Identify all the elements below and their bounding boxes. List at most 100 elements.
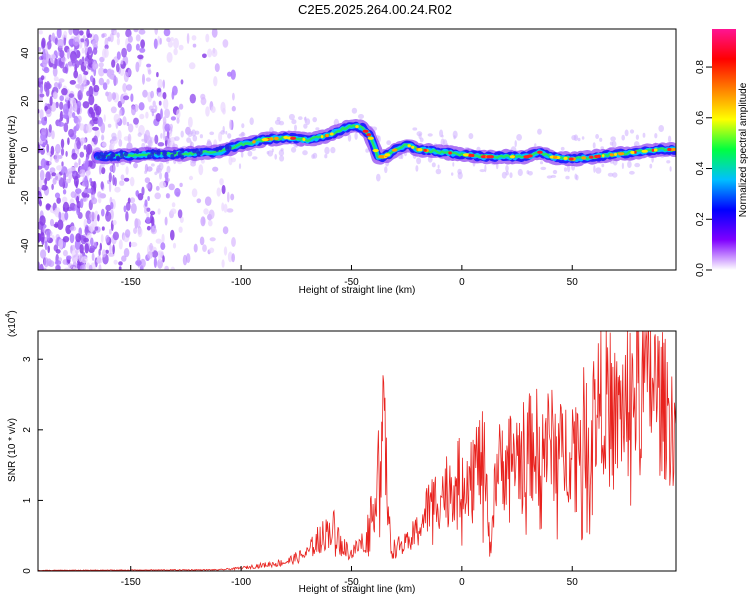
spectrogram-noise-cell (103, 68, 108, 74)
spectrogram-noise-cell (116, 37, 120, 46)
spectrogram-noise-cell (108, 182, 112, 193)
spectrogram-noise-cell (157, 79, 163, 89)
spectrogram-noise-cell (109, 244, 112, 255)
snr-panel: -150 -100 -50 0 50 0 1 2 3 Height of straight l… (5, 310, 677, 595)
spectrogram-noise-cell (88, 166, 91, 171)
spectrogram-noise-cell (116, 32, 120, 39)
spectrogram-halo-cell (141, 138, 145, 142)
spectrogram-noise-cell (110, 106, 117, 114)
ridge-hot-spot (563, 156, 568, 160)
spectrogram-halo-cell (376, 173, 381, 182)
chart-title: C2E5.2025.264.00.24.R02 (298, 2, 452, 17)
ridge-hot-spot (609, 153, 614, 157)
spectrogram-halo-cell (452, 162, 455, 167)
spectrogram-noise-cell (39, 200, 42, 207)
spectrogram-noise-cell (59, 95, 64, 102)
spectrogram-noise-cell (61, 88, 68, 96)
spectrogram-y-axis: -40 -20 0 20 40 (20, 47, 43, 253)
ridge-hot-spot (581, 156, 586, 160)
spectrogram-noise-cell (146, 183, 151, 190)
spectrogram-noise-cell (63, 172, 67, 184)
spectrogram-y-tick-label: 0 (20, 146, 31, 152)
spectrogram-noise-cell (61, 161, 64, 167)
spectrogram-halo-cell (453, 135, 456, 140)
spectrogram-noise-cell (112, 231, 119, 241)
spectrogram-noise-cell (173, 48, 178, 56)
spectrogram-noise-cell (129, 197, 136, 204)
spectrogram-halo-cell (143, 133, 146, 138)
spectrogram-noise-cell (91, 252, 95, 261)
spectrogram-noise-cell (84, 243, 89, 254)
spectrogram-noise-cell (61, 196, 68, 203)
spectrogram-noise-cell (74, 205, 77, 210)
spectrogram-halo-cell (612, 172, 618, 178)
ridge-hot-spot (462, 153, 470, 157)
spectrogram-noise-cell (80, 38, 85, 43)
ridge-hot-spot (407, 144, 411, 148)
spectrogram-y-tick-label: 40 (20, 47, 31, 59)
spectrogram-noise-cell (111, 59, 116, 68)
spectrogram-noise-cell (160, 242, 166, 251)
spectrogram-noise-cell (170, 208, 177, 215)
spectrogram-noise-cell (97, 214, 100, 222)
spectrogram-noise-cell (178, 103, 184, 110)
spectrogram-noise-cell (155, 113, 162, 122)
spectrogram-halo-cell (156, 166, 160, 174)
spectrogram-noise-cell (84, 78, 87, 83)
spectrogram-halo-cell (595, 167, 602, 174)
spectrogram-halo-cell (509, 172, 513, 179)
spectrogram-halo-cell (187, 132, 193, 138)
spectrogram-noise-cell (60, 138, 65, 149)
spectrogram-noise-cell (139, 47, 146, 53)
spectrogram-noise-cell (153, 38, 158, 50)
colorbar-tick-label: 0.2 (695, 212, 706, 226)
spectrogram-noise-cell (199, 236, 205, 246)
spectrogram-noise-cell (93, 241, 97, 247)
spectrogram-noise-cell (121, 47, 127, 58)
spectrogram-noise-cell (112, 244, 115, 255)
spectrogram-noise-cell (39, 93, 45, 98)
spectrogram-noise-cell (69, 233, 75, 244)
spectrogram-noise-cell (38, 165, 43, 170)
spectrogram-halo-cell (669, 166, 672, 172)
spectrogram-halo-cell (609, 160, 615, 164)
spectrogram-halo-cell (174, 136, 180, 142)
spectrogram-noise-cell (193, 243, 198, 253)
spectrogram-noise-cell (38, 30, 43, 35)
spectrogram-noise-cell (81, 256, 88, 264)
spectrogram-noise-cell (154, 105, 158, 112)
spectrogram-noise-cell (52, 91, 58, 100)
ridge-early-cell (154, 149, 159, 155)
spectrogram-noise-cell (54, 260, 62, 266)
spectrogram-noise-cell (133, 29, 139, 33)
spectrogram-noise-cell (105, 204, 112, 212)
ridge-hot-spot (468, 153, 474, 157)
spectrogram-noise-cell (145, 111, 149, 119)
spectrogram-noise-cell (122, 83, 127, 93)
spectrogram-noise-cell (112, 219, 117, 226)
colorbar-tick-label: 0.8 (695, 60, 706, 74)
spectrogram-noise-cell (86, 188, 93, 194)
spectrogram-noise-cell (83, 237, 89, 243)
spectrogram-noise-cell (221, 259, 225, 268)
spectrogram-noise-cell (120, 174, 125, 181)
spectrogram-noise-cell (54, 192, 61, 199)
spectrogram-noise-cell (154, 134, 159, 145)
spectrogram-noise-cell (89, 245, 96, 252)
ridge-hot-spot (325, 133, 329, 138)
spectrogram-halo-cell (649, 163, 653, 169)
spectrogram-noise-cell (70, 191, 76, 199)
spectrogram-noise-cell (45, 171, 51, 182)
spectrogram-noise-cell (126, 84, 133, 91)
spectrogram-halo-cell (149, 137, 152, 145)
ridge-hot-spot (653, 148, 658, 152)
spectrogram-noise-cell (127, 35, 133, 43)
spectrogram-noise-cell (164, 265, 169, 270)
spectrogram-noise-cell (39, 109, 44, 120)
spectrogram-noise-cell (40, 158, 47, 169)
spectrogram-noise-cell (157, 208, 161, 215)
spectrogram-noise-cell (73, 176, 79, 187)
spectrogram-halo-cell (505, 165, 509, 172)
spectrogram-noise-cell (166, 52, 173, 63)
spectrogram-noise-cell (205, 106, 210, 117)
